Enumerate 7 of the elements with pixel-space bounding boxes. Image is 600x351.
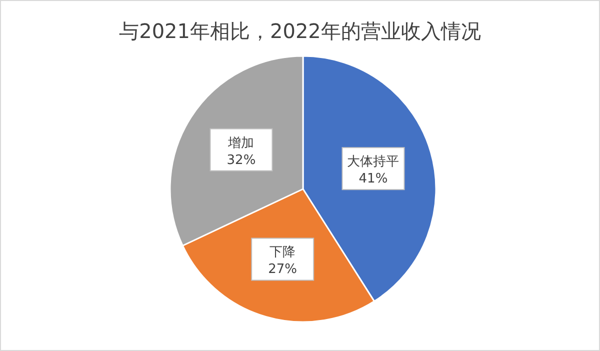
slice-label: 增加 (227, 136, 254, 151)
data-label: 32% (226, 152, 256, 168)
chart-title: 与2021年相比，2022年的营业收入情况 (119, 19, 481, 43)
slice-label: 大体持平 (347, 154, 400, 170)
data-label: 41% (358, 172, 388, 187)
slice-label: 下降 (270, 245, 296, 260)
data-label: 27% (268, 262, 298, 278)
